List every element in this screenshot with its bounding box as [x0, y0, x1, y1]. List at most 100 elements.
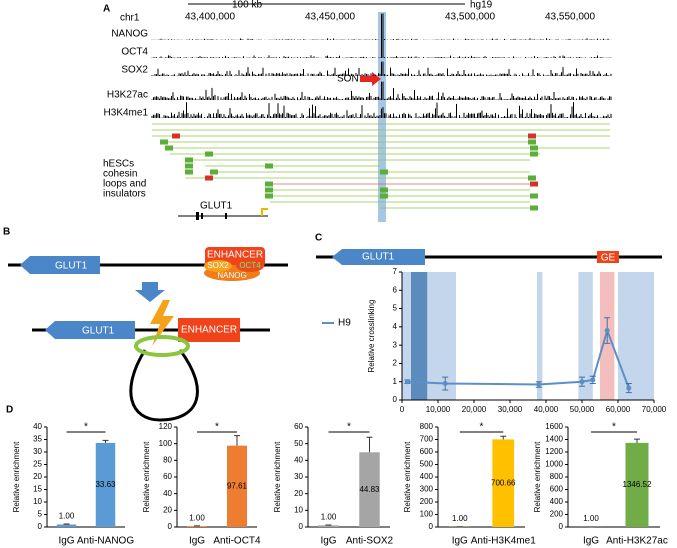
y-tick-label: 40 [163, 489, 172, 498]
x-tick-label: 20,000 [462, 405, 487, 414]
signal-tracks [151, 13, 612, 118]
point [536, 381, 542, 387]
insulator [172, 133, 180, 139]
shaded-region [411, 272, 428, 400]
anchor [265, 193, 273, 199]
y-tick-label: 5 [38, 510, 43, 519]
track-label: OCT4 [121, 47, 148, 58]
panel-label: B [3, 227, 10, 238]
y-tick-label: 0 [38, 522, 43, 531]
x-tick-label: 0 [400, 405, 405, 414]
son-label: SON [337, 74, 359, 85]
bar [625, 442, 649, 527]
assembly: hg19 [470, 0, 493, 11]
y-tick-label: 50 [294, 439, 303, 448]
y-tick-label: 400 [550, 497, 564, 506]
shaded-region [578, 272, 593, 400]
loops-label: hESCs [103, 159, 134, 170]
y-tick-label: 60 [163, 472, 172, 481]
point [590, 377, 596, 383]
anchor [380, 193, 388, 199]
point [604, 328, 610, 334]
anchor [185, 169, 193, 175]
y-tick-label: 1000 [545, 460, 563, 469]
error-bar [102, 439, 109, 443]
y-tick-label: 100 [159, 439, 173, 448]
factor-label: OCT4 [239, 261, 261, 270]
value-label: 44.83 [359, 485, 380, 494]
x-tick-label: Anti-SOX2 [346, 536, 394, 547]
y-axis-label: Relative enrichment [533, 441, 542, 512]
bar [187, 526, 207, 527]
anchor [265, 181, 273, 187]
signal [151, 33, 612, 58]
x-tick-label: Anti-H3K27ac [606, 536, 668, 547]
signal [151, 61, 612, 76]
value-label: 1.00 [452, 514, 468, 523]
y-tick-label: 600 [550, 485, 564, 494]
y-tick-label: 120 [159, 422, 173, 431]
significance: * [480, 422, 484, 433]
element-label: GE [601, 253, 616, 264]
signal [151, 81, 612, 100]
y-axis-label: Relative enrichment [12, 441, 21, 512]
anchor [530, 145, 538, 151]
anchor [265, 187, 273, 193]
y-tick-label: 10 [33, 497, 42, 506]
y-tick-label: 0 [168, 522, 173, 531]
exon [225, 213, 227, 219]
factor [204, 260, 232, 272]
chromosome: chr1 [120, 13, 140, 24]
loops-label: cohesin [103, 169, 137, 180]
shaded-region [537, 272, 543, 400]
y-tick-label: 40 [33, 422, 42, 431]
value-label: 1.00 [321, 512, 337, 521]
x-tick-label: IgG [583, 536, 599, 547]
x-tick-label: IgG [58, 536, 74, 547]
track-label: H3K27ac [107, 90, 148, 101]
y-tick-label: 20 [163, 505, 172, 514]
point [626, 385, 632, 391]
y-tick-label: 35 [33, 435, 42, 444]
x-tick-label: Anti-OCT4 [213, 536, 261, 547]
enhancer-label: ENHANCER [181, 325, 237, 336]
x-tick-label: Anti-NANOG [77, 536, 134, 547]
error-bar [63, 523, 70, 525]
gene-arrow [45, 321, 135, 339]
y-tick-label: 20 [294, 489, 303, 498]
anchor [380, 169, 388, 175]
track-label: NANOG [111, 29, 148, 40]
factor-label: NANOG [217, 271, 246, 280]
gene-label: GLUT1 [362, 252, 395, 263]
y-tick-label: 100 [420, 510, 434, 519]
y-tick-label: 6 [393, 285, 398, 294]
x-tick-label: IgG [320, 536, 336, 547]
gene-label: GLUT1 [55, 261, 88, 272]
y-tick-label: 15 [33, 485, 42, 494]
exon [196, 212, 199, 220]
factor [236, 260, 264, 272]
value-label: 700.66 [491, 478, 516, 487]
y-tick-label: 1600 [545, 422, 563, 431]
anchor [380, 187, 388, 193]
x-tick-label: 30,000 [498, 405, 523, 414]
gene-arrow [20, 256, 100, 274]
exon [201, 213, 203, 219]
y-axis-label: Relative crosslinking [367, 300, 376, 373]
y-tick-label: 200 [550, 510, 564, 519]
loops-label: loops and [103, 179, 146, 190]
y-tick-label: 80 [163, 455, 172, 464]
x-tick-label: 70,000 [642, 405, 667, 414]
coordinate: 43,400,000 [185, 12, 235, 23]
y-tick-label: 500 [420, 460, 434, 469]
factor-label: SOX2 [207, 261, 229, 270]
lightning [150, 300, 174, 346]
y-tick-label: 40 [294, 455, 303, 464]
y-tick-label: 10 [294, 505, 303, 514]
bar [56, 524, 77, 527]
y-tick-label: 7 [393, 267, 398, 276]
x-tick-label: Anti-H3K4me1 [471, 536, 536, 547]
anchor [185, 157, 193, 163]
significance: * [347, 422, 351, 433]
y-tick-label: 0 [429, 522, 434, 531]
